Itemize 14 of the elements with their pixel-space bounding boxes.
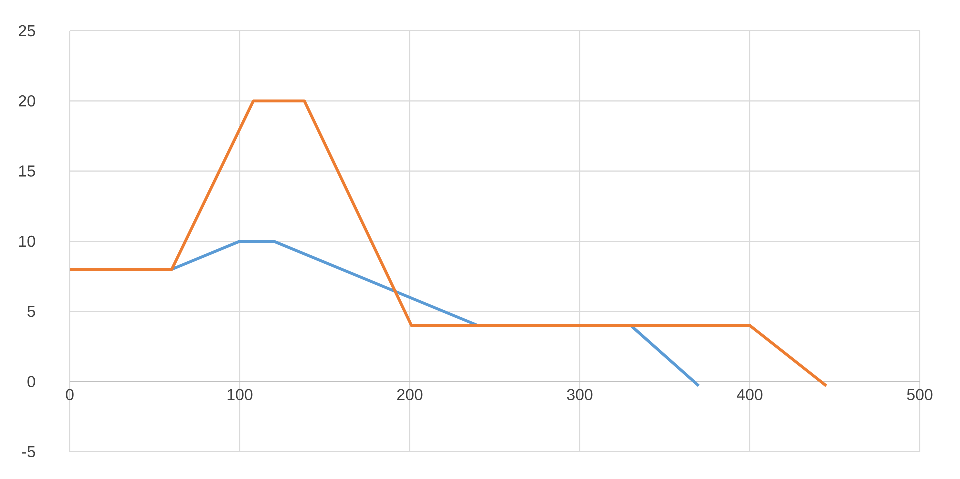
x-tick-label: 0 xyxy=(66,389,74,400)
y-tick-label: 20 xyxy=(19,96,36,107)
line-series xyxy=(68,100,828,388)
x-tick-label: 400 xyxy=(737,389,763,400)
y-tick-label: 0 xyxy=(28,376,36,388)
x-tick-label: 300 xyxy=(567,389,593,400)
x-tick-label: 200 xyxy=(397,389,423,400)
y-tick-label: -5 xyxy=(22,446,36,458)
x-tick-label: 100 xyxy=(228,389,253,400)
x-tick-label: 500 xyxy=(907,389,933,400)
y-tick-label: 25 xyxy=(19,25,36,37)
y-tick-label: 10 xyxy=(19,236,36,248)
y-tick-label: 15 xyxy=(19,166,36,177)
y-tick-label: 5 xyxy=(28,306,36,318)
